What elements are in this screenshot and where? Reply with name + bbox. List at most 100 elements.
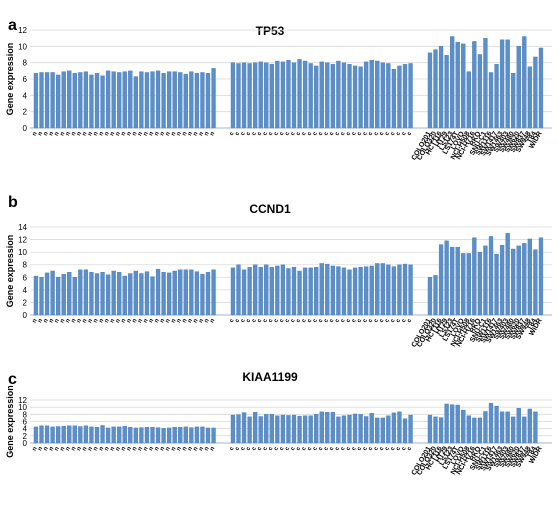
x-tick-label: n (48, 446, 55, 452)
bar (408, 264, 413, 316)
x-tick-label: c (345, 445, 352, 451)
bar (358, 66, 363, 129)
bar (111, 426, 116, 444)
x-tick-label: n (132, 318, 139, 324)
panel-title: KIAA1199 (242, 370, 298, 384)
y-tick-label: 0 (23, 124, 28, 133)
x-tick-label: n (70, 131, 77, 137)
bar (397, 264, 402, 316)
x-tick-label: n (109, 318, 116, 324)
bar (352, 413, 358, 444)
bar (33, 275, 39, 316)
bar (499, 411, 505, 444)
x-tick-label: c (234, 317, 241, 323)
x-tick-label: c (279, 317, 286, 323)
bar (166, 272, 172, 316)
x-tick-label: n (181, 318, 188, 324)
x-tick-label: n (148, 131, 155, 137)
x-tick-label: n (154, 318, 161, 324)
x-tick-label: c (307, 317, 314, 323)
bar (144, 427, 150, 444)
bar (275, 60, 280, 129)
x-tick-label: c (362, 317, 369, 323)
x-tick-label: c (390, 317, 397, 323)
bar (50, 426, 55, 444)
x-tick-label: c (312, 317, 319, 323)
bar (433, 416, 438, 444)
x-tick-label: n (59, 446, 66, 452)
x-tick-label: n (82, 131, 89, 137)
x-tick-label: n (143, 446, 150, 452)
bar (94, 427, 100, 444)
bar (78, 72, 83, 129)
bar (205, 272, 211, 316)
bar (189, 427, 194, 444)
bar (302, 60, 308, 129)
bar (258, 61, 263, 129)
x-tick-label: c (390, 130, 397, 136)
bar (258, 416, 263, 444)
bar (172, 270, 177, 316)
bar (61, 425, 66, 444)
x-tick-label: c (229, 445, 236, 451)
bar (302, 267, 308, 316)
bar (83, 71, 89, 129)
y-axis-label: Gene expression (5, 235, 15, 308)
panel-letter: c (8, 371, 17, 388)
bar (286, 60, 291, 129)
bar (511, 73, 516, 129)
bar (189, 269, 194, 316)
bar (477, 417, 483, 444)
bar (230, 267, 236, 316)
x-tick-label: n (176, 446, 183, 452)
bar (347, 269, 352, 316)
x-tick-label: n (37, 131, 44, 137)
bar (358, 414, 363, 444)
bar (44, 72, 50, 129)
bar (155, 70, 161, 129)
bar (280, 414, 286, 444)
y-tick-label: 10 (18, 248, 27, 257)
x-tick-label: n (187, 446, 194, 452)
bar (269, 64, 274, 129)
bar (527, 66, 533, 129)
bar (286, 415, 291, 444)
bar (155, 268, 161, 316)
x-tick-label: n (37, 446, 44, 452)
bar (117, 426, 122, 444)
x-tick-label: c (334, 130, 341, 136)
x-tick-label: c (329, 445, 336, 451)
bar (330, 411, 335, 444)
bar (330, 64, 335, 129)
x-tick-label: c (284, 130, 291, 136)
x-tick-label: n (143, 318, 150, 324)
bar (364, 61, 369, 129)
x-tick-label: n (193, 131, 200, 137)
bar (364, 416, 369, 444)
x-tick-label: n (65, 131, 72, 137)
bar (194, 73, 200, 129)
x-tick-label: c (290, 130, 297, 136)
x-tick-label: n (148, 318, 155, 324)
x-tick-label: c (368, 445, 375, 451)
x-tick-label: c (356, 445, 363, 451)
x-tick-label: c (251, 445, 258, 451)
x-tick-label: c (406, 130, 413, 136)
bar (386, 264, 391, 316)
bar (94, 273, 100, 316)
bar (330, 265, 335, 316)
bar (144, 72, 150, 129)
x-tick-label: c (312, 445, 319, 451)
x-tick-label: n (115, 446, 122, 452)
x-tick-label: c (323, 445, 330, 451)
bar (494, 405, 499, 444)
x-tick-label: c (318, 130, 325, 136)
bar (466, 71, 471, 129)
x-tick-label: c (351, 130, 358, 136)
x-tick-label: n (126, 131, 133, 137)
bar (178, 269, 183, 316)
x-tick-label: n (126, 446, 133, 452)
bar (402, 64, 408, 129)
